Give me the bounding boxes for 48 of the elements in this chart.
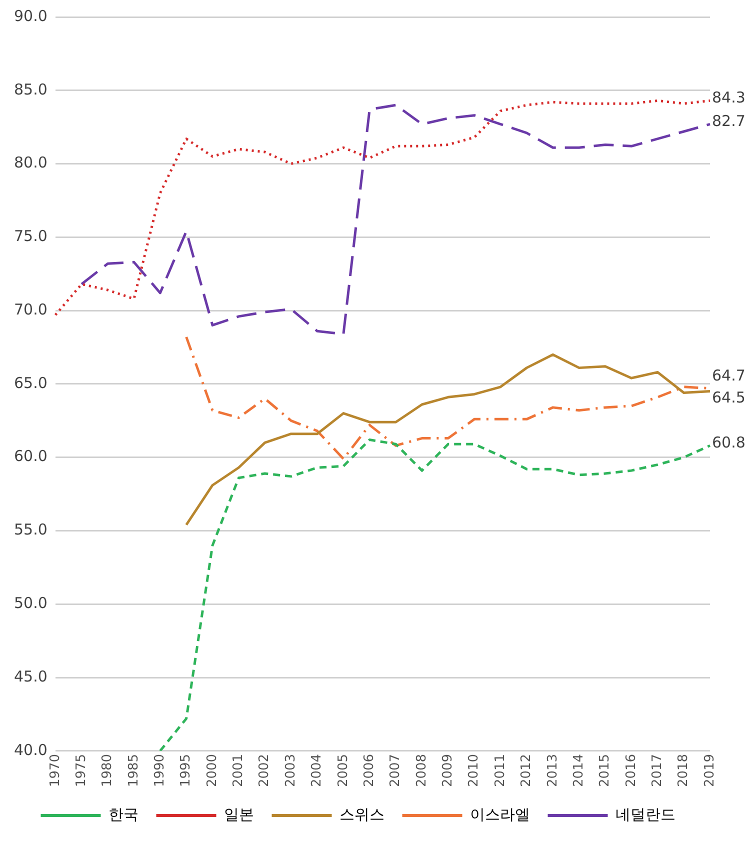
x-tick-label: 2010 [466, 754, 482, 788]
legend-label: 일본 [224, 806, 254, 824]
legend-label: 이스라엘 [470, 806, 530, 824]
x-tick-label: 1990 [152, 754, 168, 788]
y-tick-label: 40.0 [14, 740, 48, 759]
y-tick-label: 80.0 [14, 154, 48, 172]
x-tick-label: 1975 [74, 754, 89, 788]
x-tick-label: 1970 [48, 754, 63, 788]
x-tick-label: 2019 [702, 754, 718, 788]
y-tick-label: 45.0 [14, 667, 48, 686]
y-tick-label: 90.0 [14, 6, 48, 25]
legend-label: 한국 [108, 806, 138, 824]
data-label: 60.8 [712, 434, 746, 452]
x-tick-label: 2017 [650, 754, 666, 788]
x-tick-label: 2001 [231, 754, 246, 788]
y-tick-label: 75.0 [14, 227, 48, 246]
x-tick-label: 2011 [492, 754, 508, 788]
x-tick-label: 2008 [414, 754, 430, 788]
y-tick-label: 65.0 [14, 374, 48, 392]
x-tick-label: 2000 [204, 754, 220, 788]
y-tick-label: 55.0 [14, 520, 48, 539]
data-label: 82.7 [712, 112, 746, 130]
x-tick-label: 1995 [178, 754, 194, 788]
y-tick-label: 60.0 [14, 447, 48, 466]
x-tick-label: 2002 [257, 754, 272, 788]
x-tick-label: 2005 [336, 754, 351, 788]
legend-label: 네덜란드 [615, 806, 676, 824]
x-tick-label: 2014 [571, 754, 586, 788]
x-tick-label: 2016 [624, 754, 639, 788]
x-tick-label: 2006 [362, 754, 377, 788]
line-series [158, 438, 712, 751]
x-tick-label: 2003 [283, 754, 298, 788]
x-tick-label: 2007 [388, 754, 404, 788]
y-tick-label: 70.0 [14, 300, 48, 318]
x-tick-label: 2018 [676, 754, 692, 788]
x-tick-label: 2004 [310, 754, 325, 788]
x-tick-label: 2009 [440, 754, 456, 788]
x-tick-label: 2013 [545, 754, 560, 788]
data-label: 64.7 [712, 366, 746, 385]
x-tick-label: 2015 [598, 754, 613, 788]
y-tick-label: 50.0 [14, 594, 48, 612]
legend-label: 스위스 [339, 806, 384, 824]
data-label: 84.3 [712, 88, 746, 107]
data-label: 64.5 [712, 388, 746, 407]
x-tick-label: 1980 [100, 754, 116, 788]
y-tick-label: 85.0 [14, 80, 48, 98]
x-tick-label: 1985 [126, 754, 142, 788]
x-tick-label: 2012 [519, 754, 534, 788]
